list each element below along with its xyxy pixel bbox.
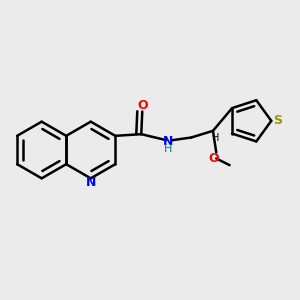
Text: H: H xyxy=(164,144,172,154)
Text: O: O xyxy=(137,99,148,112)
Text: O: O xyxy=(208,152,219,165)
Text: N: N xyxy=(163,135,173,148)
Text: S: S xyxy=(273,114,282,127)
Text: N: N xyxy=(85,176,96,189)
Text: H: H xyxy=(212,133,219,143)
